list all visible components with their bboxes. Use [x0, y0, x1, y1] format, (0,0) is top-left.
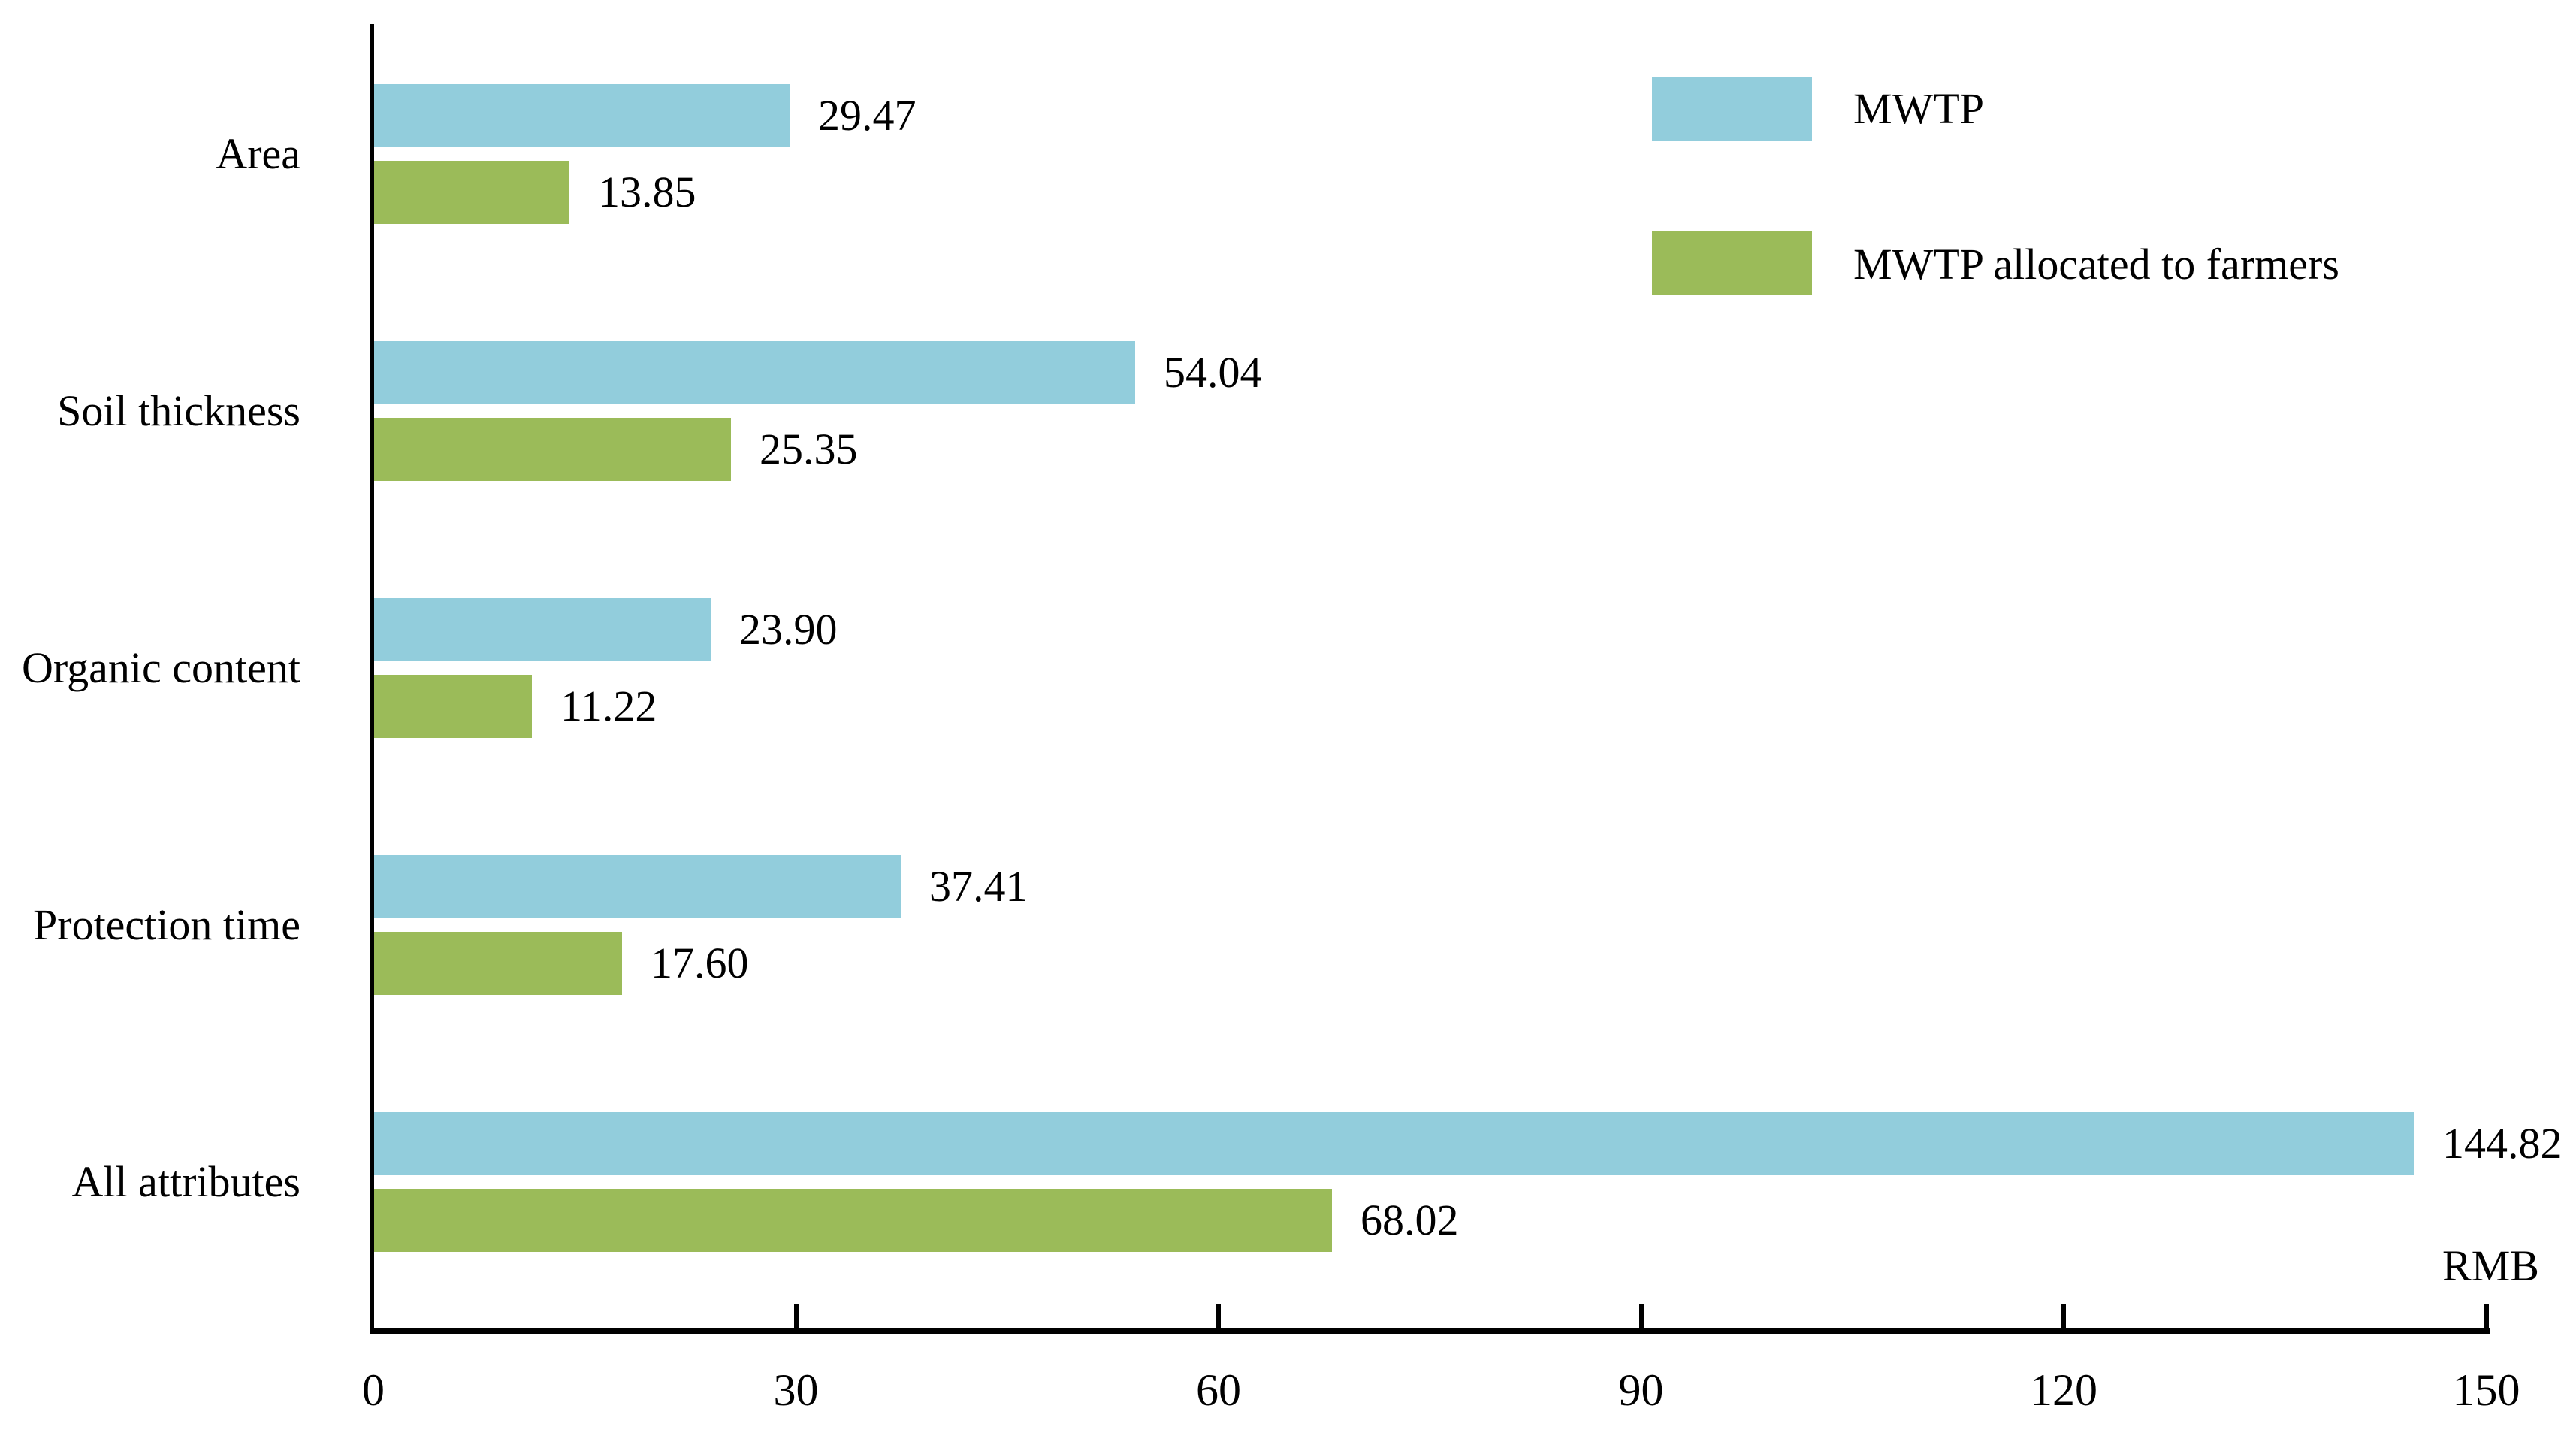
value-label-mwtp: 37.41	[929, 862, 1028, 911]
value-label-mwtp-farmers: 13.85	[598, 168, 696, 216]
value-label-mwtp-farmers: 17.60	[651, 939, 749, 987]
category-label: Area	[216, 129, 300, 178]
legend-swatch-mwtp	[1652, 77, 1812, 141]
bar-mwtp-farmers	[374, 418, 731, 481]
value-label-mwtp: 23.90	[739, 605, 838, 654]
value-label-mwtp: 54.04	[1164, 348, 1262, 397]
x-tick-label: 60	[1196, 1365, 1241, 1415]
x-tick-mark	[2061, 1304, 2066, 1328]
bar-mwtp	[374, 598, 711, 661]
legend-label-mwtp: MWTP	[1853, 84, 1984, 133]
bar-mwtp	[374, 84, 790, 147]
x-tick-label: 30	[773, 1365, 819, 1415]
bar-mwtp-farmers	[374, 1189, 1332, 1252]
value-label-mwtp: 29.47	[818, 91, 917, 140]
category-label: Organic content	[22, 643, 300, 692]
bar-mwtp	[374, 855, 901, 918]
category-label: Soil thickness	[57, 386, 300, 435]
y-axis-line	[370, 24, 374, 1334]
category-label: Protection time	[33, 900, 300, 949]
x-tick-mark	[2484, 1304, 2489, 1328]
x-tick-label: 0	[362, 1365, 385, 1415]
x-axis-line	[370, 1328, 2490, 1334]
x-tick-label: 150	[2452, 1365, 2520, 1415]
value-label-mwtp-farmers: 68.02	[1360, 1196, 1459, 1244]
legend-label-mwtp-farmers: MWTP allocated to farmers	[1853, 240, 2339, 289]
x-tick-mark	[1216, 1304, 1221, 1328]
bar-mwtp-farmers	[374, 675, 532, 738]
value-label-mwtp-farmers: 11.22	[560, 682, 657, 730]
bar-mwtp-farmers	[374, 932, 622, 995]
category-label: All attributes	[71, 1157, 300, 1206]
value-label-mwtp-farmers: 25.35	[760, 425, 858, 473]
x-tick-mark	[793, 1304, 799, 1328]
value-label-mwtp: 144.82	[2442, 1119, 2562, 1168]
bar-mwtp	[374, 341, 1135, 404]
bar-mwtp-farmers	[374, 161, 569, 224]
legend-swatch-mwtp-farmers	[1652, 231, 1812, 295]
x-tick-mark	[1638, 1304, 1644, 1328]
x-tick-label: 120	[2030, 1365, 2097, 1415]
x-axis-unit-label: RMB	[2442, 1241, 2539, 1290]
bar-mwtp	[374, 1112, 2414, 1175]
x-tick-label: 90	[1618, 1365, 1664, 1415]
